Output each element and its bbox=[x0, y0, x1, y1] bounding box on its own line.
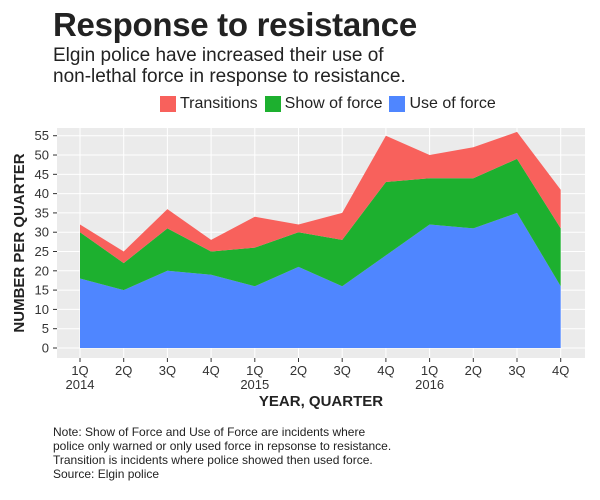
legend-swatch-show-of-force bbox=[264, 96, 281, 112]
y-tick-label: 0 bbox=[42, 341, 49, 356]
legend-label-transitions: Transitions bbox=[180, 95, 258, 112]
legend-item-show-of-force: Show of force bbox=[264, 95, 383, 113]
x-tick-label: 4Q bbox=[377, 363, 394, 378]
x-tick-label: 2Q bbox=[115, 363, 132, 378]
legend-swatch-use-of-force bbox=[389, 96, 406, 112]
y-tick-label: 15 bbox=[35, 283, 49, 298]
x-tick-label: 4Q bbox=[552, 363, 569, 378]
legend-label-show-of-force: Show of force bbox=[284, 95, 383, 112]
y-tick-label: 45 bbox=[35, 167, 49, 182]
subtitle-line-2: non-lethal force in response to resistan… bbox=[53, 66, 406, 87]
y-tick-label: 50 bbox=[35, 148, 49, 163]
y-tick-label: 30 bbox=[35, 225, 49, 240]
y-tick-label: 35 bbox=[35, 205, 49, 220]
subtitle-line-1: Elgin police have increased their use of bbox=[53, 45, 384, 66]
y-tick-label: 40 bbox=[35, 186, 49, 201]
x-tick-label: 3Q bbox=[508, 363, 525, 378]
y-axis-title: NUMBER PER QUARTER bbox=[11, 153, 28, 332]
x-tick-label: 2Q bbox=[465, 363, 482, 378]
y-tick-label: 10 bbox=[35, 302, 49, 317]
x-year-label: 2015 bbox=[240, 377, 269, 392]
note-line-1: Note: Show of Force and Use of Force are… bbox=[53, 425, 366, 439]
y-tick-label: 5 bbox=[42, 321, 49, 336]
x-tick-label: 3Q bbox=[334, 363, 351, 378]
x-axis-title: YEAR, QUARTER bbox=[259, 393, 383, 410]
chart-title: Response to resistance bbox=[53, 6, 417, 43]
legend-item-use-of-force: Use of force bbox=[389, 95, 496, 113]
y-tick-label: 25 bbox=[35, 244, 49, 259]
legend-item-transitions: Transitions bbox=[160, 95, 258, 113]
area-show-of-force bbox=[80, 158, 561, 291]
legend-swatch-transitions bbox=[160, 96, 176, 112]
area-transitions bbox=[80, 131, 561, 264]
x-tick-label: 1Q bbox=[421, 363, 438, 378]
source-line: Source: Elgin police bbox=[53, 467, 160, 481]
note-line-2: police only warned or only used force in… bbox=[53, 439, 392, 453]
chart-subtitle: Elgin police have increased their use of… bbox=[53, 45, 573, 87]
area-use-of-force bbox=[80, 212, 561, 348]
x-tick-label: 4Q bbox=[202, 363, 219, 378]
y-tick-label: 55 bbox=[35, 128, 49, 143]
y-tick-label: 20 bbox=[35, 263, 49, 278]
x-year-label: 2016 bbox=[415, 377, 444, 392]
note-line-3: Transition is incidents where police sho… bbox=[53, 453, 373, 467]
x-tick-label: 1Q bbox=[71, 363, 88, 378]
x-year-label: 2014 bbox=[66, 377, 95, 392]
chart-note: Note: Show of Force and Use of Force are… bbox=[53, 425, 473, 481]
x-tick-label: 2Q bbox=[290, 363, 307, 378]
legend-label-use-of-force: Use of force bbox=[409, 95, 496, 112]
x-tick-label: 3Q bbox=[159, 363, 176, 378]
chart-legend: Transitions Show of force Use of force bbox=[160, 95, 503, 113]
x-tick-label: 1Q bbox=[246, 363, 263, 378]
